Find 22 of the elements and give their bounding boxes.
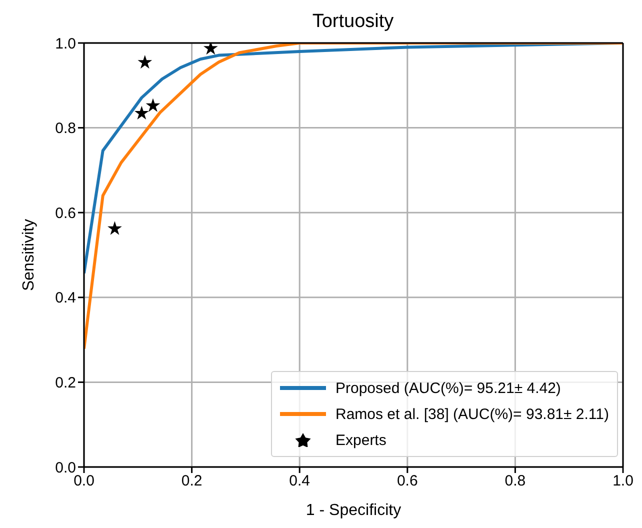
x-tick-label: 0.4 — [289, 472, 310, 490]
x-tick-label: 0.0 — [74, 472, 94, 490]
y-tick-label: 0.2 — [55, 374, 76, 392]
legend-label: Proposed (AUC(%)= 95.21± 4.42) — [336, 380, 561, 396]
x-tick-label: 0.8 — [504, 472, 526, 490]
x-tick-label: 0.6 — [396, 472, 418, 490]
y-tick-label: 0.6 — [55, 204, 76, 222]
y-tick-label: 0.4 — [55, 290, 76, 307]
point — [134, 106, 149, 120]
chart-title: Tortuosity — [311, 10, 395, 34]
y-tick-label: 0.0 — [55, 459, 76, 476]
point — [138, 54, 152, 69]
y-tick-label: 0.8 — [55, 120, 76, 138]
y-axis-title: Sensitivity — [20, 218, 38, 292]
point — [146, 98, 160, 112]
x-tick-label: 0.2 — [181, 472, 202, 490]
legend-label: Ramos et al. [38] (AUC(%)= 93.81± 2.11) — [336, 406, 609, 422]
point — [108, 221, 122, 235]
y-tick-label: 1.0 — [55, 35, 76, 52]
x-tick-label: 1.0 — [612, 472, 634, 490]
x-axis-title: 1 - Specificity — [306, 502, 402, 519]
legend-label: Experts — [336, 432, 386, 448]
